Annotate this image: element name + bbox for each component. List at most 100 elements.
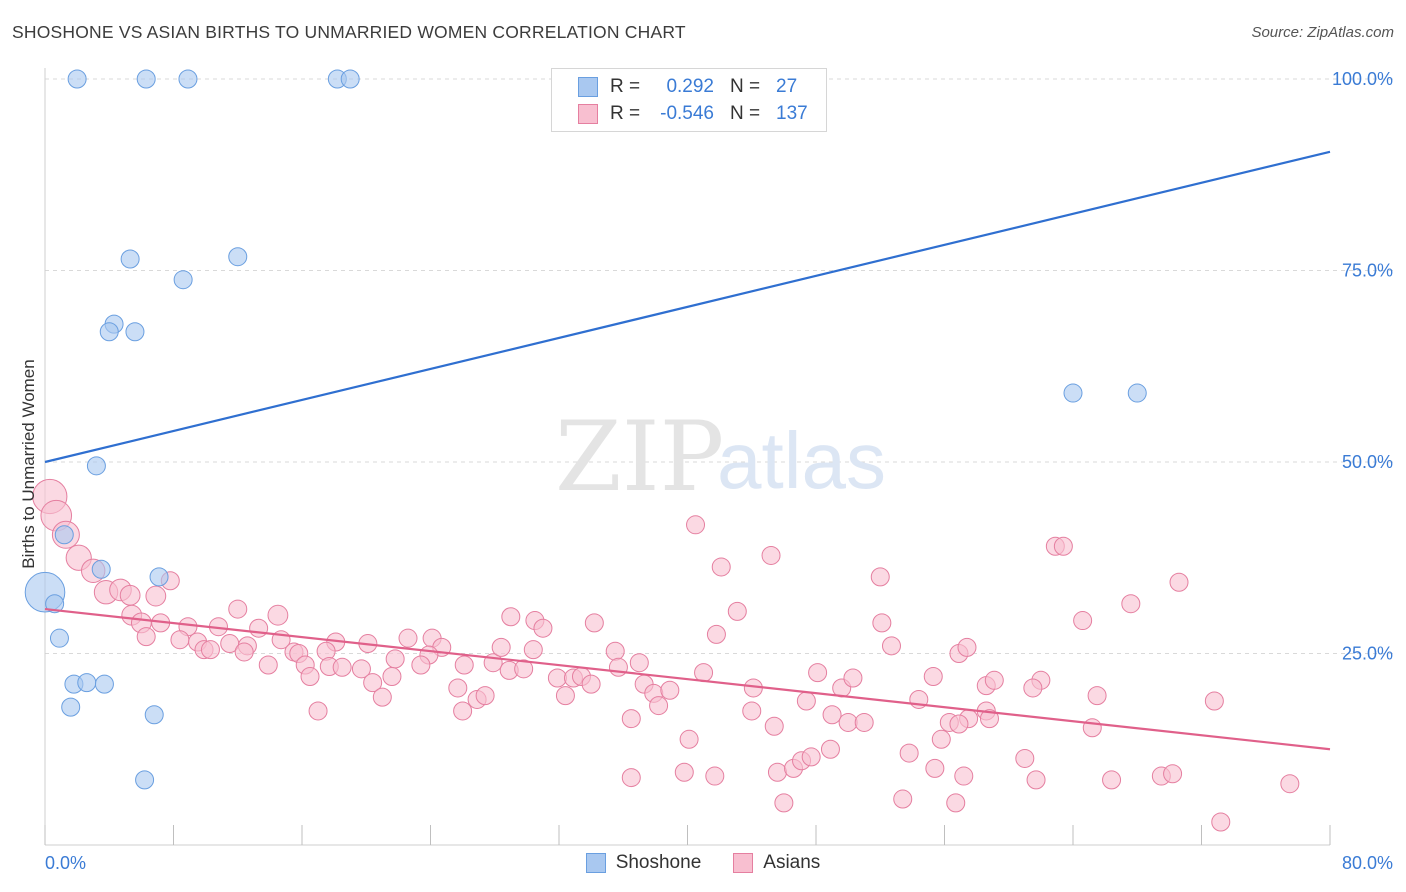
series-label-shoshone: Shoshone [615,852,702,873]
data-point [178,69,198,89]
data-point [523,640,543,660]
data-point [372,687,392,707]
data-point [86,456,106,476]
y-tick-label: 25.0% [1342,644,1393,664]
data-point [1102,770,1122,790]
data-point [660,680,680,700]
data-point [706,624,726,644]
legend-swatch-asians [578,104,598,124]
series-legend-asians[interactable]: Asians [733,852,820,874]
tick-labels: 25.0% 50.0% 75.0% 100.0% 0.0% 80.0% [45,69,1393,873]
data-point [382,666,402,686]
data-point [820,739,840,759]
series-swatch-asians [733,853,754,873]
data-point [1053,536,1073,556]
series-shoshone [24,69,1147,790]
legend-r-label: R = [610,76,641,97]
data-point [1163,764,1183,784]
data-point [1073,611,1093,631]
data-point [1280,774,1300,794]
data-point [228,247,248,267]
y-axis-label: Births to Unmarried Women [19,359,38,568]
y-tick-label: 100.0% [1332,69,1393,89]
data-point [120,249,140,269]
data-point [1015,748,1035,768]
data-point [629,653,649,673]
data-point [979,709,999,729]
legend-r-label: R = [610,103,641,124]
data-point [45,594,65,614]
data-point [649,696,669,716]
data-point [1127,383,1147,403]
data-point [411,655,431,675]
legend-swatch-shoshone [578,77,598,97]
data-point [742,701,762,721]
data-point [144,705,164,725]
data-point [1211,812,1231,832]
data-point [363,673,383,693]
data-point [135,770,155,790]
data-point [584,613,604,633]
data-point [801,747,821,767]
series-label-asians: Asians [763,852,821,873]
data-point [843,668,863,688]
data-point [547,668,567,688]
data-point [514,659,534,679]
data-point [91,559,111,579]
data-point [173,270,193,290]
x-tick-label: 0.0% [45,853,86,873]
data-point [984,670,1004,690]
data-point [316,641,336,661]
data-point [448,678,468,698]
data-point [145,585,167,607]
data-point [621,768,641,788]
series-legend-shoshone[interactable]: Shoshone [585,852,702,874]
data-point [957,637,977,657]
data-point [501,607,521,627]
data-point [267,604,289,626]
data-point [711,557,731,577]
data-point [258,655,278,675]
y-tick-label: 50.0% [1342,452,1393,472]
data-point [854,712,874,732]
data-point [796,691,816,711]
data-point [475,686,495,706]
data-point [77,673,97,693]
data-point [119,584,141,606]
data-point [761,545,781,565]
data-point [67,69,87,89]
data-point [674,762,694,782]
data-point [949,714,969,734]
series-swatch-shoshone [585,853,606,873]
data-point [99,322,119,342]
data-point [1169,572,1189,592]
data-point [453,701,473,721]
data-point [679,729,699,749]
data-point [764,716,784,736]
watermark-atlas: atlas [717,416,886,505]
legend-n-label: N = [730,76,761,97]
data-point [954,766,974,786]
data-point [1023,678,1043,698]
series-legend: Shoshone Asians [0,852,1406,874]
data-point [1204,691,1224,711]
data-point [774,793,794,813]
chart-source: Source: ZipAtlas.com [1251,24,1394,41]
data-point [822,705,842,725]
data-point [332,657,352,677]
data-point [170,630,190,650]
data-point [533,618,553,638]
watermark: ZIP atlas [555,401,886,513]
data-point [61,697,81,717]
data-point [946,793,966,813]
axes [44,68,1331,846]
series-asians [32,478,1300,832]
trend-line-shoshone [44,150,1331,464]
data-point [872,613,892,633]
data-point [838,712,858,732]
data-point [300,666,320,686]
data-point [1026,770,1046,790]
data-point [686,515,706,535]
data-point [1087,686,1107,706]
legend-n-value: 27 [776,76,798,97]
